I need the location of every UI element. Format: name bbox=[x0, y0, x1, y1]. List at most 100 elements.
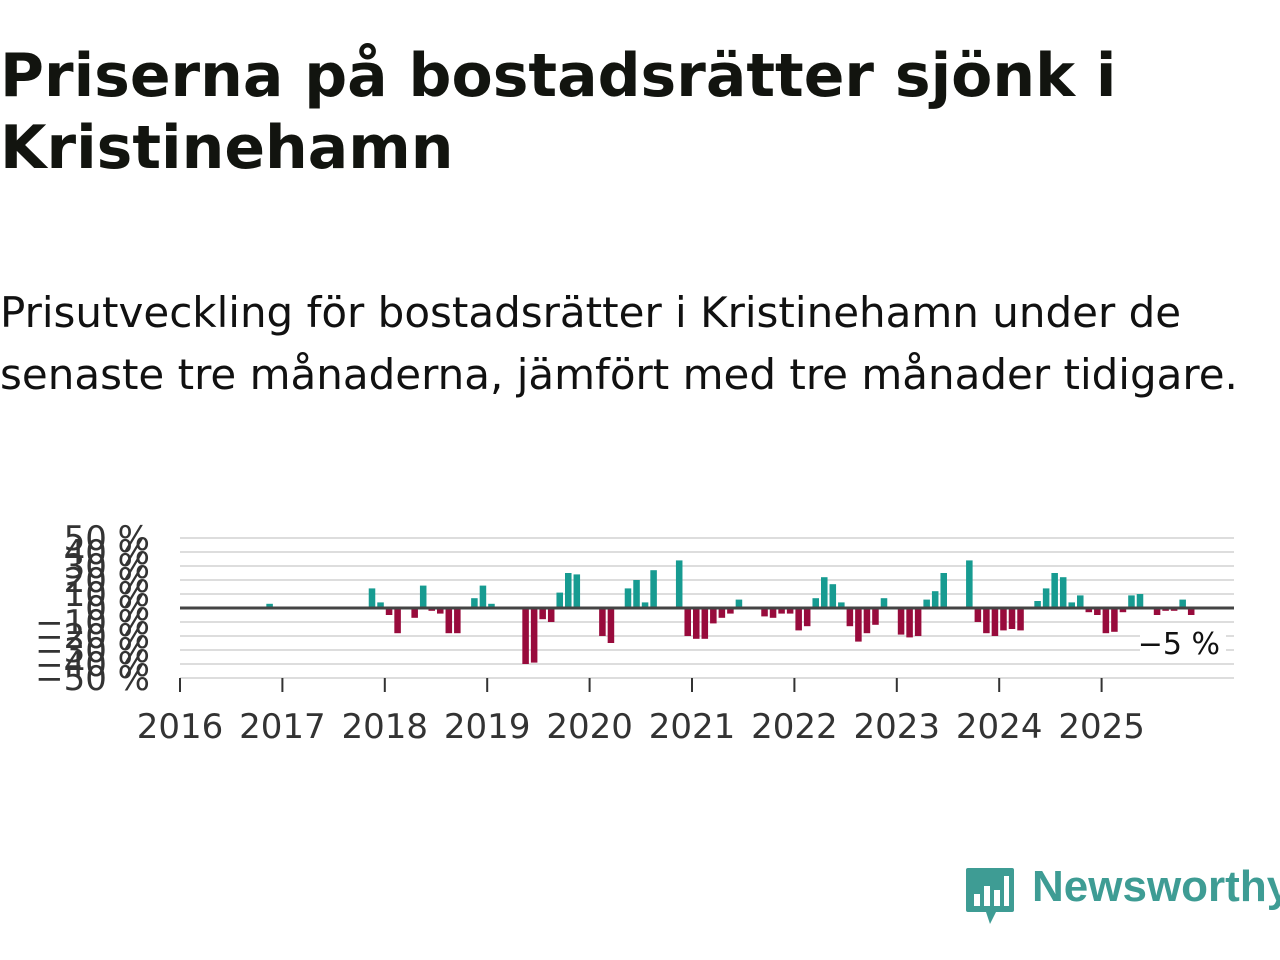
bar bbox=[778, 608, 785, 614]
bar bbox=[1077, 595, 1084, 608]
bar bbox=[1051, 573, 1058, 608]
bar bbox=[727, 608, 734, 614]
bar bbox=[454, 608, 461, 634]
bar bbox=[1119, 608, 1127, 613]
bar bbox=[838, 602, 845, 608]
bar bbox=[624, 588, 632, 608]
bar bbox=[829, 584, 837, 608]
bar bbox=[1136, 594, 1144, 608]
bar bbox=[573, 574, 581, 608]
bar bbox=[419, 585, 427, 608]
chart-subtitle: Prisutveckling för bostadsrätter i Krist… bbox=[0, 288, 1238, 399]
x-axis: 2016 2017 2018 2019 2020 2021 2022 2023 2024 2025 bbox=[137, 677, 1234, 747]
bar bbox=[1085, 608, 1093, 613]
bar bbox=[769, 608, 777, 618]
bar bbox=[1094, 608, 1101, 615]
bar bbox=[377, 602, 384, 608]
y-tick-label: −20 % bbox=[35, 617, 150, 657]
bar bbox=[1153, 608, 1161, 615]
bar bbox=[701, 608, 709, 639]
bar bbox=[710, 608, 717, 624]
x-tick-label: 2025 bbox=[1058, 707, 1145, 747]
bar bbox=[1008, 608, 1016, 629]
bar bbox=[786, 608, 794, 614]
bar bbox=[675, 560, 683, 608]
bar bbox=[1187, 608, 1195, 615]
bar bbox=[479, 585, 487, 608]
y-tick-label: 40 % bbox=[64, 533, 150, 573]
chart-title: Priserna på bostadsrätter sjönk i Kristi… bbox=[0, 41, 1117, 183]
bar bbox=[735, 599, 743, 608]
bar bbox=[966, 560, 973, 608]
bar bbox=[880, 598, 888, 608]
bar bbox=[547, 608, 555, 622]
y-tick-label: −50 % bbox=[35, 659, 150, 699]
bar bbox=[539, 608, 546, 620]
y-tick-label: −10 % bbox=[35, 603, 150, 643]
bar bbox=[599, 608, 606, 636]
y-tick-label: 0 % bbox=[85, 589, 150, 629]
brand-name: Newsworthy bbox=[1032, 862, 1280, 911]
bar bbox=[394, 608, 401, 634]
x-tick-label: 2021 bbox=[649, 707, 736, 747]
y-tick-label: 30 % bbox=[64, 547, 150, 587]
bar bbox=[846, 608, 854, 627]
bar bbox=[1059, 577, 1067, 608]
bar bbox=[812, 598, 819, 608]
bar bbox=[1034, 601, 1041, 608]
bar bbox=[1042, 588, 1050, 608]
bar bbox=[923, 599, 930, 608]
bar bbox=[795, 608, 802, 631]
bar bbox=[863, 608, 871, 634]
x-tick-label: 2018 bbox=[342, 707, 429, 747]
bar bbox=[445, 608, 453, 634]
bar bbox=[914, 608, 922, 636]
bar bbox=[565, 573, 572, 608]
bar bbox=[821, 577, 828, 608]
y-tick-label: −30 % bbox=[35, 631, 150, 671]
bar bbox=[684, 608, 691, 636]
x-tick-label: 2023 bbox=[854, 707, 941, 747]
x-tick-label: 2017 bbox=[239, 707, 326, 747]
x-tick-label: 2019 bbox=[444, 707, 531, 747]
x-tick-label: 2020 bbox=[546, 707, 633, 747]
bar bbox=[266, 603, 273, 608]
y-tick-label: −40 % bbox=[35, 645, 150, 685]
x-tick-label: 2024 bbox=[956, 707, 1043, 747]
bar bbox=[522, 608, 529, 664]
x-tick-label: 2016 bbox=[137, 707, 224, 747]
bar bbox=[411, 608, 418, 618]
bar bbox=[803, 608, 811, 627]
bar bbox=[1102, 608, 1110, 634]
newsworthy-logo: Newsworthy bbox=[962, 860, 1280, 930]
y-axis-labels: −50 %−40 %−30 %−20 %−10 %0 %10 %20 %30 %… bbox=[35, 519, 150, 699]
bar bbox=[991, 608, 999, 636]
bar bbox=[368, 588, 376, 608]
bars: −5 % bbox=[180, 560, 1234, 664]
bar bbox=[1017, 608, 1024, 631]
bar bbox=[471, 598, 478, 608]
bar bbox=[641, 602, 649, 608]
y-tick-label: 20 % bbox=[64, 561, 150, 601]
bar bbox=[1000, 608, 1007, 631]
bar bbox=[633, 580, 640, 608]
bar bbox=[1111, 608, 1118, 632]
bar bbox=[650, 570, 657, 608]
bar bbox=[385, 608, 393, 615]
last-value-label: −5 % bbox=[1138, 627, 1220, 662]
bar-chart: −50 %−40 %−30 %−20 %−10 %0 %10 %20 %30 %… bbox=[35, 519, 1234, 747]
bar bbox=[556, 592, 563, 608]
bar bbox=[1068, 602, 1075, 608]
bar bbox=[906, 608, 913, 638]
bar bbox=[1128, 595, 1135, 608]
bar bbox=[897, 608, 905, 635]
bar bbox=[607, 608, 615, 643]
x-tick-label: 2022 bbox=[751, 707, 838, 747]
bar bbox=[530, 608, 538, 663]
bar bbox=[872, 608, 879, 625]
bar bbox=[931, 591, 939, 608]
bar bbox=[974, 608, 982, 622]
y-tick-label: 10 % bbox=[64, 575, 150, 615]
bar bbox=[1179, 599, 1186, 608]
bar bbox=[983, 608, 990, 634]
